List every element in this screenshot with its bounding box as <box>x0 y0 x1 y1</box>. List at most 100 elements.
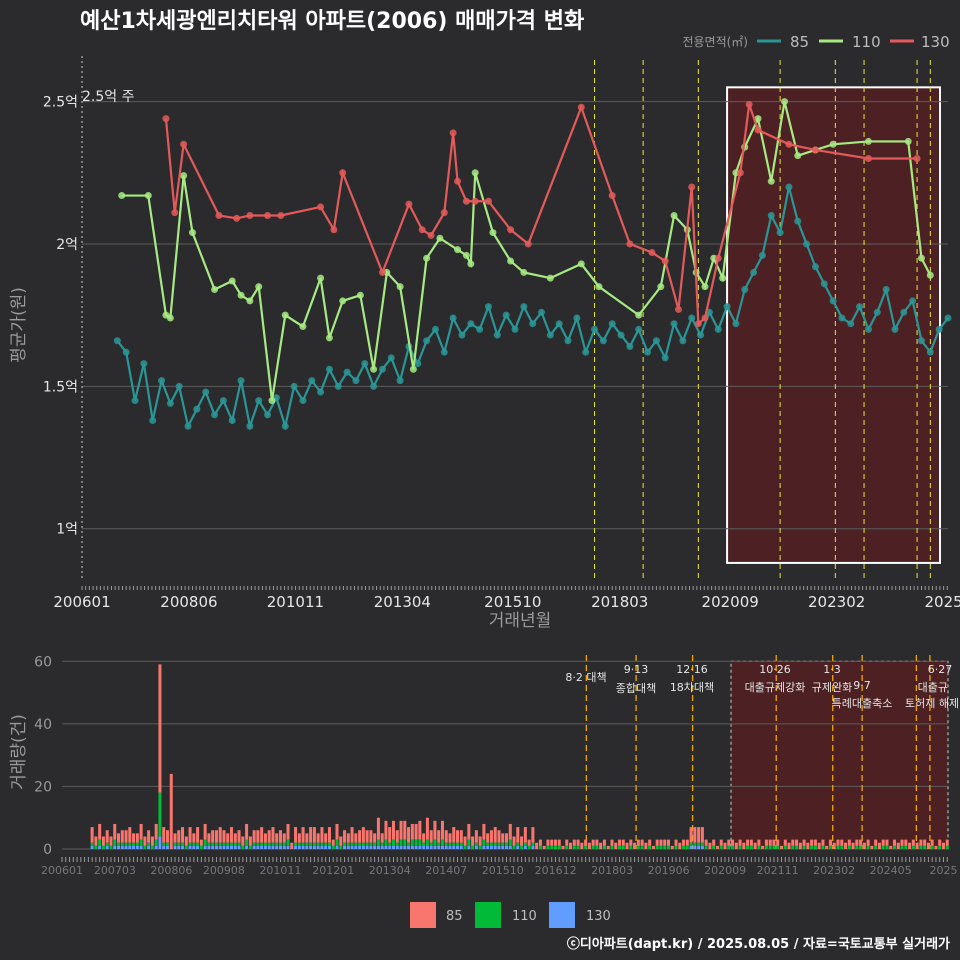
volume-bar-85 <box>380 833 384 843</box>
volume-bar-130 <box>373 845 377 849</box>
legend-label-85: 85 <box>790 33 809 51</box>
series-point-85 <box>909 297 917 305</box>
volume-bar-85 <box>576 839 580 846</box>
highlight-region-volume <box>730 660 949 850</box>
volume-bar-85 <box>267 830 271 843</box>
volume-bar-85 <box>877 842 881 849</box>
volume-bar-110 <box>685 845 689 849</box>
series-point-130 <box>471 197 479 205</box>
volume-bar-85 <box>855 839 859 846</box>
volume-bar-85 <box>685 839 689 846</box>
series-point-85 <box>166 399 174 407</box>
series-point-110 <box>237 291 245 299</box>
volume-bar-85 <box>666 839 670 846</box>
volume-bar-85 <box>271 827 275 843</box>
volume-bar-85 <box>599 842 603 849</box>
series-point-110 <box>471 169 479 177</box>
volume-bar-85 <box>169 773 173 849</box>
volume-bar-110 <box>783 845 787 849</box>
series-point-110 <box>180 172 188 180</box>
volume-bar-110 <box>663 845 667 849</box>
volume-bar-110 <box>836 845 840 849</box>
volume-bar-85 <box>772 839 776 846</box>
volume-bar-85 <box>689 827 693 843</box>
series-point-85 <box>511 325 519 333</box>
volume-bar-130 <box>433 845 437 849</box>
series-point-110 <box>507 257 515 265</box>
volume-bar-85 <box>836 839 840 846</box>
volume-bar-85 <box>320 827 324 843</box>
volume-bar-85 <box>847 839 851 846</box>
volume-bar-110 <box>331 845 335 849</box>
volume-bar-85 <box>523 827 527 843</box>
series-point-85 <box>237 377 245 385</box>
series-point-85 <box>290 382 298 390</box>
volume-bar-110 <box>938 845 942 849</box>
series-point-110 <box>356 291 364 299</box>
series-point-85 <box>697 331 705 339</box>
series-point-110 <box>144 192 152 200</box>
volume-bar-85 <box>700 827 704 843</box>
volume-bar-110 <box>320 842 324 846</box>
policy-lines-top <box>594 60 931 580</box>
x-tick-label: 201612 <box>535 864 577 877</box>
volume-bar-85 <box>192 833 196 843</box>
series-point-85 <box>670 320 678 328</box>
series-point-110 <box>299 323 307 331</box>
volume-bar-85 <box>821 839 825 846</box>
volume-bar-110 <box>297 842 301 846</box>
volume-bar-130 <box>418 845 422 849</box>
volume-bar-85 <box>150 836 154 846</box>
series-point-85 <box>856 303 864 311</box>
volume-bar-85 <box>557 839 561 846</box>
volume-bar-110 <box>602 845 606 849</box>
volume-bar-85 <box>941 842 945 849</box>
series-point-110 <box>829 140 837 148</box>
volume-bar-110 <box>301 842 305 846</box>
series-point-130 <box>277 211 285 219</box>
series-point-130 <box>745 100 753 108</box>
series-point-130 <box>811 146 819 154</box>
series-point-110 <box>767 177 775 185</box>
series-point-85 <box>750 268 758 276</box>
volume-bar-110 <box>565 845 569 849</box>
volume-bar-110 <box>282 842 286 846</box>
volume-bar-130 <box>218 845 222 849</box>
series-point-110 <box>595 283 603 291</box>
series-point-85 <box>758 251 766 259</box>
volume-bar-85 <box>761 845 765 849</box>
volume-bar-85 <box>147 830 151 843</box>
volume-bar-85 <box>233 833 237 843</box>
x-tick-label: 200601 <box>53 593 110 611</box>
series-point-85 <box>378 365 386 373</box>
volume-bar-130 <box>395 845 399 849</box>
volume-bar-85 <box>798 842 802 849</box>
series-point-130 <box>785 140 793 148</box>
x-tick-label: 201201 <box>312 864 354 877</box>
volume-bar-85 <box>825 845 829 849</box>
volume-bar-110 <box>147 842 151 846</box>
x-tick-label: 202302 <box>813 864 855 877</box>
volume-bar-130 <box>365 845 369 849</box>
series-point-85 <box>741 286 749 294</box>
series-point-85 <box>423 337 431 345</box>
volume-bar-85 <box>505 833 509 843</box>
series-point-85 <box>158 377 166 385</box>
volume-bar-130 <box>203 845 207 849</box>
volume-bar-130 <box>474 845 478 849</box>
series-point-130 <box>233 214 241 222</box>
series-point-85 <box>803 240 811 248</box>
volume-bar-130 <box>508 845 512 849</box>
volume-bar-110 <box>640 845 644 849</box>
volume-bar-85 <box>587 842 591 849</box>
x-tick-label: 201011 <box>259 864 301 877</box>
volume-bar-85 <box>139 823 143 840</box>
x-tick-label: 201407 <box>425 864 467 877</box>
volume-bar-130 <box>177 845 181 849</box>
volume-bar-110 <box>199 845 203 849</box>
volume-bar-85 <box>693 827 697 843</box>
volume-bar-110 <box>309 842 313 846</box>
policy-event-label: 토허제 해제 <box>905 696 959 710</box>
volume-bar-85 <box>181 827 185 843</box>
volume-bar-85 <box>290 842 294 849</box>
